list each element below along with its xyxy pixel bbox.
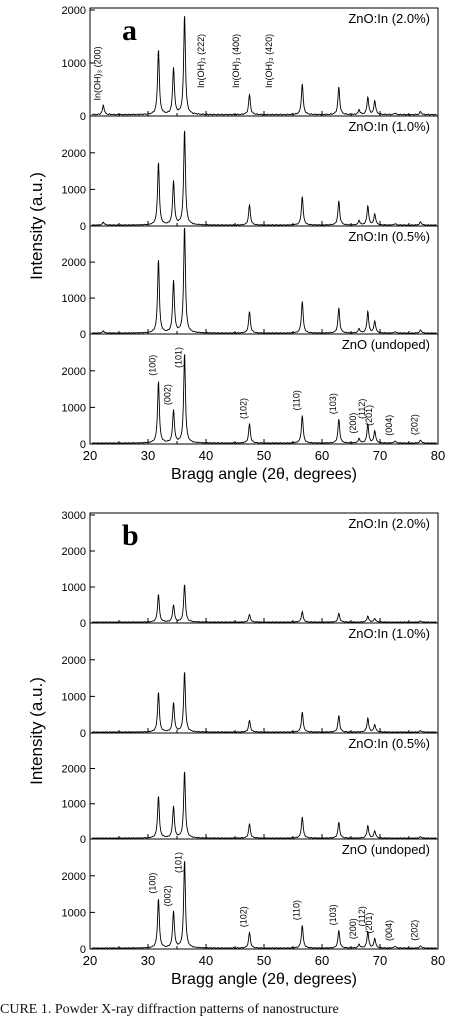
y-tick-label: 2000	[62, 655, 86, 667]
x-tick-label: 40	[199, 953, 213, 968]
subplot: 0 1000 2000 ZnO:In (1.0%)	[62, 115, 439, 233]
y-tick-label: 2000	[62, 257, 86, 269]
y-tick-label: 1000	[62, 582, 86, 594]
y-tick-label: 1000	[62, 58, 86, 70]
peak-label: (002)	[163, 384, 173, 405]
peak-label: (201)	[364, 912, 374, 933]
y-tick-label: 0	[80, 834, 86, 846]
x-tick-label: 30	[141, 953, 155, 968]
y-tick-label: 0	[80, 221, 86, 233]
y-tick-label: 2000	[62, 366, 86, 378]
x-tick-label: 20	[83, 448, 97, 463]
panel-letter: b	[122, 519, 139, 552]
peak-label: (103)	[328, 393, 338, 414]
series-label: ZnO (undoped)	[342, 842, 430, 857]
x-tick-label: 70	[373, 953, 387, 968]
series-label: ZnO:In (2.0%)	[348, 516, 430, 531]
xrd-series-line	[91, 672, 437, 733]
y-tick-label: 2000	[62, 763, 86, 775]
x-tick-label: 80	[431, 953, 445, 968]
series-label: ZnO:In (1.0%)	[348, 626, 430, 641]
peak-label: In(OH)₃ (222)	[196, 34, 206, 88]
peak-label: In(OH)₃ (200)	[92, 46, 102, 100]
x-tick-label: 60	[315, 448, 329, 463]
y-axis-label: Intensity (a.u.)	[27, 172, 46, 280]
series-label: ZnO (undoped)	[342, 337, 430, 352]
peak-label: (101)	[174, 347, 184, 368]
x-tick-label: 80	[431, 448, 445, 463]
xrd-series-line	[91, 584, 437, 623]
y-axis-label: Intensity (a.u.)	[27, 677, 46, 785]
peak-label: (202)	[410, 920, 420, 941]
subplot: 0 1000 2000 ZnO:In (0.5%)	[62, 732, 439, 846]
peak-label: (004)	[384, 415, 394, 436]
y-tick-label: 3000	[62, 510, 86, 522]
y-tick-label: 1000	[62, 799, 86, 811]
peak-label: In(OH)₃ (420)	[264, 34, 274, 88]
series-label: ZnO:In (2.0%)	[348, 11, 430, 26]
y-tick-label: 0	[80, 944, 86, 956]
x-tick-label: 60	[315, 953, 329, 968]
y-tick-label: 2000	[62, 546, 86, 558]
xrd-series-line	[91, 354, 437, 444]
series-label: ZnO:In (1.0%)	[348, 119, 430, 134]
subplot: 0 1000 2000 ZnO (undoped) (100) (002) (101) (10…	[62, 333, 439, 451]
y-tick-label: 1000	[62, 402, 86, 414]
y-tick-label: 1000	[62, 293, 86, 305]
subplot: 0 1000 2000 ZnO:In (0.5%)	[62, 225, 439, 341]
figure-caption: CURE 1. Powder X-ray diffraction pattern…	[0, 1002, 339, 1017]
y-tick-label: 1000	[62, 907, 86, 919]
y-tick-label: 1000	[62, 691, 86, 703]
panel-letter: a	[122, 14, 137, 47]
y-tick-label: 0	[80, 111, 86, 123]
peak-label: (200)	[348, 918, 358, 939]
x-axis-label: Bragg angle (2θ, degrees)	[171, 466, 357, 483]
x-tick-label: 40	[199, 448, 213, 463]
x-tick-label: 30	[141, 448, 155, 463]
peak-label: (004)	[384, 920, 394, 941]
peak-label: (200)	[348, 413, 358, 434]
peak-label: (103)	[328, 904, 338, 925]
peak-label: (112)	[357, 399, 367, 419]
subplot: 0 1000 2000 3000 ZnO:In (2.0%)	[62, 510, 439, 630]
peak-label: (101)	[174, 852, 184, 873]
peak-label: In(OH)₃ (400)	[231, 34, 241, 88]
y-tick-label: 2000	[62, 871, 86, 883]
subplot: 0 1000 2000 ZnO:In (2.0%) In(OH)₃ (200) In(OH…	[62, 5, 439, 123]
peak-label: (100)	[147, 355, 157, 376]
x-tick-label: 70	[373, 448, 387, 463]
xrd-series-line	[91, 130, 437, 226]
xrd-series-line	[91, 227, 437, 334]
y-tick-label: 0	[80, 439, 86, 451]
series-label: ZnO:In (0.5%)	[348, 736, 430, 751]
peak-label: (112)	[357, 906, 367, 926]
x-tick-label: 50	[257, 448, 271, 463]
x-tick-label: 20	[83, 953, 97, 968]
peak-label: (102)	[239, 906, 249, 927]
subplot: 0 1000 2000 ZnO (undoped) (100) (002) (101) (10…	[62, 838, 439, 956]
peak-label: (110)	[291, 390, 301, 410]
y-tick-label: 0	[80, 618, 86, 630]
x-tick-label: 50	[257, 953, 271, 968]
peak-label: (102)	[239, 398, 249, 419]
xrd-series-line	[91, 16, 437, 116]
y-tick-label: 0	[80, 728, 86, 740]
xrd-series-line	[91, 771, 437, 839]
y-tick-label: 1000	[62, 184, 86, 196]
peak-label: (002)	[163, 885, 173, 906]
subplot: 0 1000 2000 ZnO:In (1.0%)	[62, 622, 439, 740]
peak-label: (201)	[364, 405, 374, 426]
y-tick-label: 2000	[62, 148, 86, 160]
x-axis-label: Bragg angle (2θ, degrees)	[171, 971, 357, 988]
y-tick-label: 2000	[62, 5, 86, 17]
peak-label: (100)	[147, 873, 157, 894]
peak-label: (110)	[291, 900, 301, 920]
peak-label: (202)	[410, 414, 420, 435]
series-label: ZnO:In (0.5%)	[348, 229, 430, 244]
y-tick-label: 0	[80, 329, 86, 341]
xrd-series-line	[91, 861, 437, 949]
